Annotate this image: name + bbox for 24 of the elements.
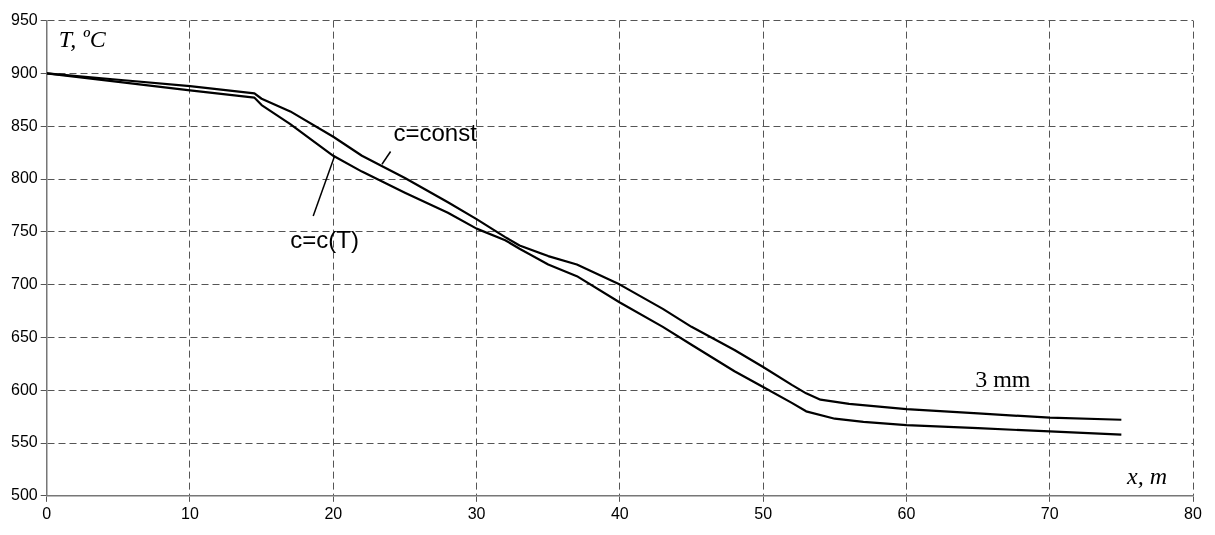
y-tick-label: 550	[10, 433, 38, 451]
text: c=c(T)	[290, 225, 359, 253]
x-tick-label: 30	[467, 504, 486, 522]
y-tick-label: 700	[10, 275, 38, 293]
y-tick-label: 950	[10, 11, 38, 29]
y-tick-label: 500	[10, 486, 38, 504]
x-tick-label: 60	[897, 504, 916, 522]
x-tick-label: 40	[610, 504, 629, 522]
y-tick-label: 900	[10, 63, 38, 81]
x-tick-label: 70	[1040, 504, 1059, 522]
y-tick-label: 850	[10, 116, 38, 134]
x-axis-title: x, m	[1126, 463, 1167, 490]
y-tick-label: 650	[10, 327, 38, 345]
y-tick-label: 750	[10, 222, 38, 240]
series-label: c=const	[393, 118, 478, 146]
y-tick-label: 600	[10, 380, 38, 398]
x-tick-label: 20	[324, 504, 343, 522]
annotation: 3 mm	[975, 366, 1031, 393]
x-tick-label: 0	[42, 504, 52, 522]
x-tick-label: 10	[181, 504, 199, 522]
y-axis-title: T, ºC	[58, 25, 107, 52]
x-tick-label: 50	[754, 504, 773, 522]
y-tick-label: 800	[10, 169, 38, 187]
x-tick-label: 80	[1184, 504, 1202, 522]
